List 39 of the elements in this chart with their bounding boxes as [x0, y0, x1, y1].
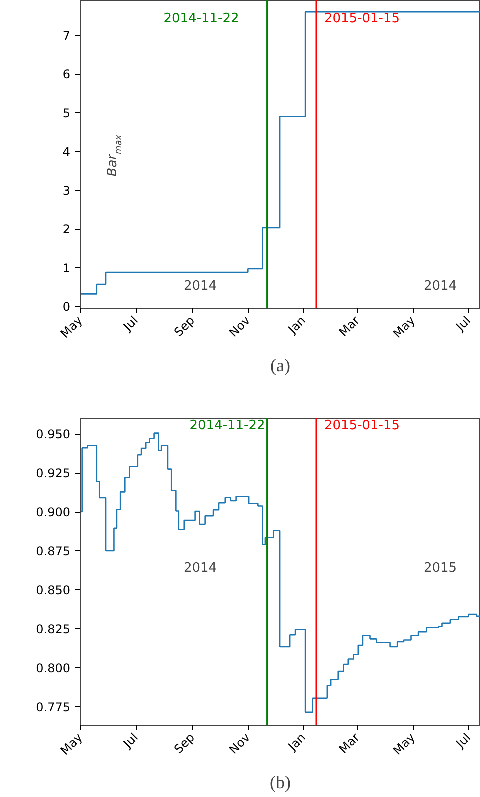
- ref-line-label: 2015-01-15: [324, 418, 400, 434]
- y-tick-label: 0.875: [36, 544, 71, 558]
- annotation: 2014: [184, 561, 218, 576]
- x-tick-label: Sep: [172, 730, 198, 756]
- y-tick-label: 5: [62, 106, 71, 120]
- text: (a): [270, 356, 290, 376]
- x-tick-label: Jul: [452, 730, 474, 752]
- y-tick-label: 0.950: [36, 428, 71, 442]
- x-tick-label: Jul: [120, 314, 142, 334]
- x-tick-label: Jul: [120, 730, 142, 752]
- x-tick-label: Mar: [336, 314, 362, 340]
- y-tick-label: 3: [62, 184, 71, 198]
- y-tick-label: 0.825: [36, 622, 71, 636]
- x-tick-label: Jan: [285, 314, 309, 338]
- y-tick-label: 0.800: [36, 661, 71, 676]
- y-tick-label: 6: [62, 68, 71, 82]
- y-tick-label: 0.925: [36, 466, 71, 481]
- y-tick-label: 0.900: [36, 506, 71, 520]
- x-tick-label: Sep: [172, 314, 198, 340]
- x-tick-label: Jul: [452, 314, 474, 334]
- x-tick-label: Mar: [336, 730, 362, 756]
- x-tick-label: Nov: [226, 314, 254, 340]
- x-tick-label: Jan: [285, 730, 309, 754]
- y-tick-label: 7: [62, 28, 71, 43]
- text: (b): [270, 772, 292, 792]
- y-tick-label: 1: [62, 261, 71, 276]
- x-tick-label: Nov: [226, 730, 254, 758]
- y-tick-label: 2: [62, 222, 71, 237]
- ref-line-label: 2014-11-22: [164, 12, 240, 26]
- y-tick-label: 0: [62, 300, 71, 314]
- ref-line-label: 2015-01-15: [324, 12, 400, 26]
- ref-line-label: 2014-11-22: [190, 418, 266, 434]
- y-tick-label: 4: [62, 145, 71, 160]
- annotation: 2015: [424, 561, 458, 576]
- y-tick-label: 0.850: [36, 583, 71, 598]
- annotation: 2014: [184, 279, 218, 294]
- annotation: 2014: [424, 279, 458, 294]
- y-axis-title: Barmax: [106, 134, 124, 177]
- y-tick-label: 0.775: [36, 700, 71, 714]
